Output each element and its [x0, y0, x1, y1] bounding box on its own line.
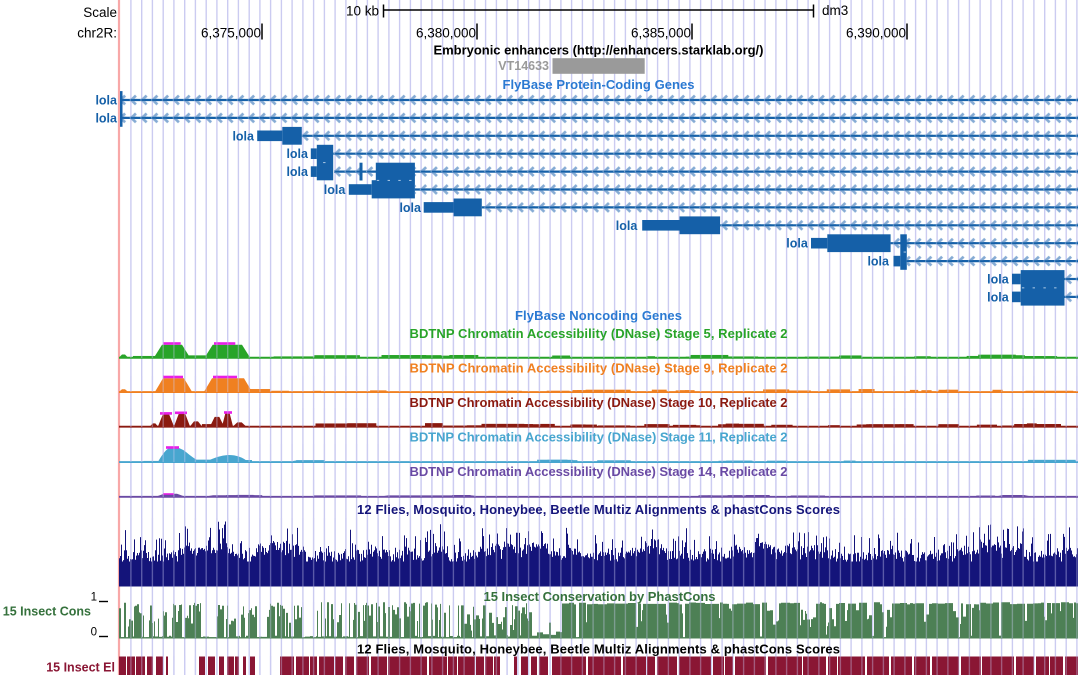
svg-text:BDTNP Chromatin Accessibility: BDTNP Chromatin Accessibility (DNase) St… — [410, 430, 788, 445]
svg-text:12 Flies, Mosquito, Honeybee,: 12 Flies, Mosquito, Honeybee, Beetle Mul… — [357, 502, 840, 517]
svg-text:lola: lola — [286, 165, 309, 179]
svg-text:6,380,000: 6,380,000 — [416, 26, 476, 41]
svg-text:6,390,000: 6,390,000 — [846, 26, 906, 41]
svg-text:lola: lola — [95, 111, 118, 125]
svg-text:chr2R:: chr2R: — [77, 26, 117, 41]
svg-text:lola: lola — [95, 94, 118, 108]
svg-text:6,385,000: 6,385,000 — [631, 26, 691, 41]
svg-text:1: 1 — [91, 592, 97, 604]
svg-text:BDTNP Chromatin Accessibility: BDTNP Chromatin Accessibility (DNase) St… — [410, 395, 788, 410]
svg-text:15 Insect Conservation by Phas: 15 Insect Conservation by PhastCons — [484, 589, 716, 604]
svg-text:lola: lola — [987, 290, 1010, 304]
svg-text:BDTNP Chromatin Accessibility: BDTNP Chromatin Accessibility (DNase) St… — [410, 464, 788, 479]
svg-text:BDTNP Chromatin Accessibility: BDTNP Chromatin Accessibility (DNase) St… — [410, 361, 788, 376]
svg-text:BDTNP Chromatin Accessibility: BDTNP Chromatin Accessibility (DNase) St… — [410, 326, 788, 341]
svg-text:15 Insect El: 15 Insect El — [46, 661, 115, 675]
svg-text:Scale: Scale — [83, 5, 117, 20]
svg-text:Embryonic enhancers (http://en: Embryonic enhancers (http://enhancers.st… — [434, 43, 764, 58]
svg-text:lola: lola — [786, 237, 809, 251]
svg-text:lola: lola — [399, 201, 422, 215]
svg-text:0: 0 — [91, 627, 97, 639]
svg-text:15 Insect Cons: 15 Insect Cons — [3, 605, 91, 619]
svg-text:10 kb: 10 kb — [346, 4, 379, 19]
svg-text:lola: lola — [987, 273, 1010, 287]
svg-text:12 Flies, Mosquito, Honeybee,: 12 Flies, Mosquito, Honeybee, Beetle Mul… — [357, 642, 840, 657]
svg-text:dm3: dm3 — [822, 3, 848, 18]
svg-text:lola: lola — [286, 147, 309, 161]
svg-text:lola: lola — [867, 255, 890, 269]
svg-text:FlyBase Protein-Coding Genes: FlyBase Protein-Coding Genes — [503, 77, 695, 92]
svg-text:VT14633: VT14633 — [498, 59, 549, 73]
svg-text:6,375,000: 6,375,000 — [201, 26, 261, 41]
svg-text:lola: lola — [616, 219, 639, 233]
svg-text:lola: lola — [232, 129, 255, 143]
svg-text:lola: lola — [324, 183, 347, 197]
svg-text:FlyBase Noncoding Genes: FlyBase Noncoding Genes — [515, 308, 682, 323]
